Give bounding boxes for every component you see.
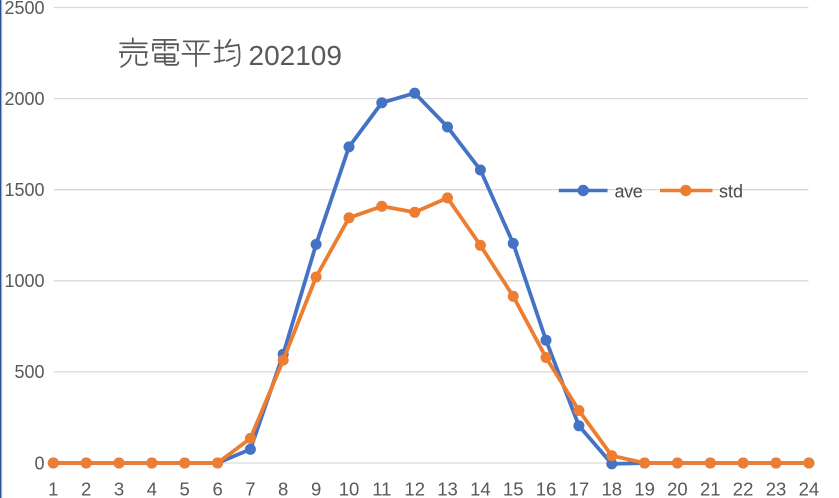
svg-text:21: 21 bbox=[700, 479, 721, 498]
svg-text:23: 23 bbox=[766, 479, 787, 498]
svg-text:17: 17 bbox=[569, 479, 590, 498]
svg-text:24: 24 bbox=[799, 479, 820, 498]
svg-text:14: 14 bbox=[470, 479, 491, 498]
svg-text:20: 20 bbox=[667, 479, 688, 498]
svg-text:0: 0 bbox=[34, 453, 44, 473]
svg-text:500: 500 bbox=[14, 362, 44, 382]
svg-text:4: 4 bbox=[147, 479, 157, 498]
svg-text:6: 6 bbox=[212, 479, 222, 498]
svg-text:2500: 2500 bbox=[4, 0, 44, 18]
svg-text:1500: 1500 bbox=[4, 180, 44, 200]
svg-text:1: 1 bbox=[48, 479, 58, 498]
svg-text:std: std bbox=[719, 181, 743, 201]
svg-text:22: 22 bbox=[733, 479, 754, 498]
svg-text:5: 5 bbox=[180, 479, 190, 498]
svg-text:2000: 2000 bbox=[4, 89, 44, 109]
svg-text:202109: 202109 bbox=[249, 40, 342, 71]
svg-text:1000: 1000 bbox=[4, 271, 44, 291]
svg-text:16: 16 bbox=[536, 479, 557, 498]
svg-text:8: 8 bbox=[278, 479, 288, 498]
svg-text:2: 2 bbox=[81, 479, 91, 498]
svg-text:11: 11 bbox=[372, 479, 391, 498]
svg-text:ave: ave bbox=[615, 181, 643, 201]
svg-text:3: 3 bbox=[114, 479, 124, 498]
svg-text:18: 18 bbox=[602, 479, 623, 498]
svg-text:19: 19 bbox=[634, 479, 655, 498]
svg-text:7: 7 bbox=[245, 479, 255, 498]
svg-text:13: 13 bbox=[437, 479, 458, 498]
svg-text:9: 9 bbox=[311, 479, 321, 498]
svg-text:10: 10 bbox=[339, 479, 360, 498]
svg-text:15: 15 bbox=[503, 479, 524, 498]
svg-text:12: 12 bbox=[404, 479, 425, 498]
